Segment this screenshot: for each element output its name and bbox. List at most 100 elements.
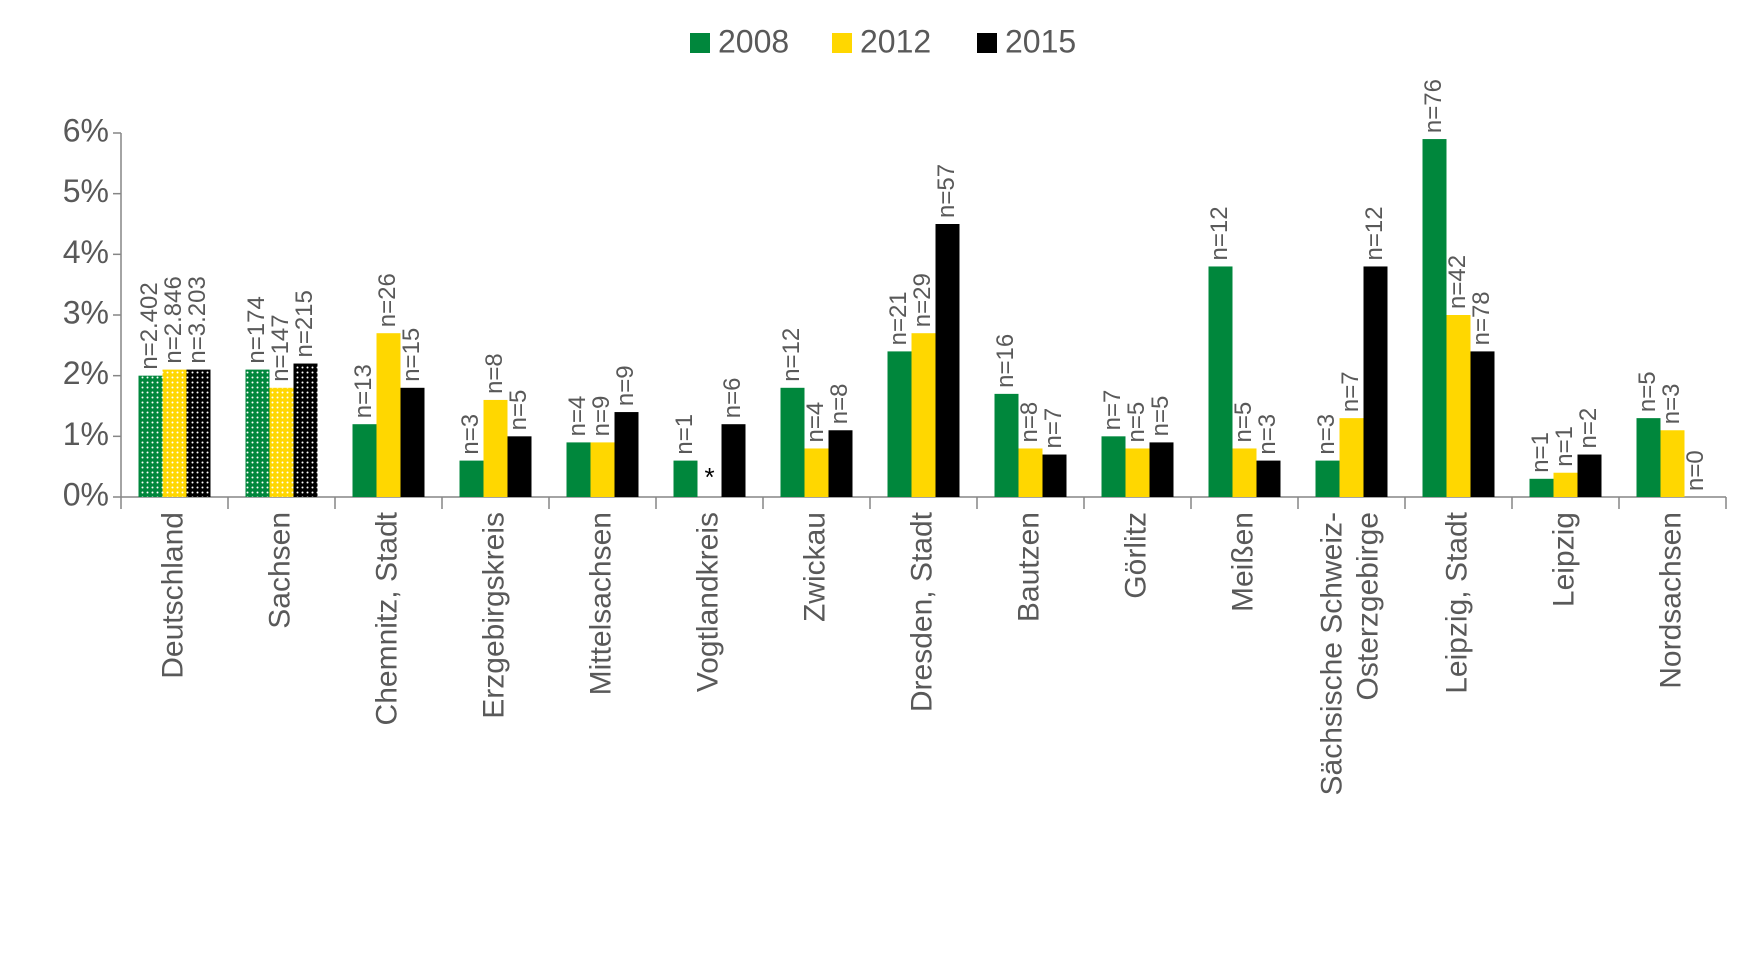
x-tick-label: Vogtlandkreis (691, 512, 724, 692)
bar-pattern (269, 387, 294, 497)
bar-pattern (186, 369, 211, 497)
x-tick-label: Sachsen (263, 512, 296, 629)
bar (1232, 448, 1257, 497)
n-label: n=0 (1682, 450, 1709, 491)
n-label: n=7 (1040, 408, 1067, 449)
x-tick-label: Bautzen (1012, 512, 1045, 622)
n-label: n=6 (719, 377, 746, 418)
y-tick-label: 1% (63, 416, 109, 452)
bar-pattern (162, 369, 187, 497)
bar (590, 442, 615, 497)
bar (1422, 139, 1447, 498)
n-label: n=76 (1420, 79, 1447, 133)
n-label: n=8 (1016, 402, 1043, 443)
bar (1577, 454, 1602, 497)
n-label: n=42 (1444, 255, 1471, 309)
x-tick-label: Zwickau (798, 512, 831, 622)
n-label: n=26 (374, 273, 401, 327)
n-label: n=7 (1099, 390, 1126, 431)
x-tick-label: Leipzig, Stadt (1440, 511, 1473, 693)
bar (1125, 448, 1150, 497)
n-label: n=5 (1230, 402, 1257, 443)
n-label: n=7 (1337, 371, 1364, 412)
n-label: n=5 (505, 390, 532, 431)
n-label: n=16 (992, 334, 1019, 388)
n-label: n=1 (671, 414, 698, 455)
bar (507, 436, 532, 497)
bar (673, 460, 698, 497)
bar (614, 412, 639, 497)
n-label: n=4 (564, 396, 591, 437)
bar (376, 333, 401, 497)
legend-label: 2008 (718, 23, 789, 59)
x-tick-label: Sächsische Schweiz- Osterzgebirge (1315, 512, 1384, 795)
bar (1042, 454, 1067, 497)
n-label: n=13 (350, 364, 377, 418)
bar (1470, 351, 1495, 497)
n-label: n=1 (1551, 426, 1578, 467)
bar (1553, 472, 1578, 497)
n-label: n=4 (802, 402, 829, 443)
bar (1339, 418, 1364, 497)
legend-label: 2012 (860, 23, 931, 59)
n-label: n=147 (267, 314, 294, 381)
n-label: n=12 (1206, 206, 1233, 260)
bar (1256, 460, 1281, 497)
bar (566, 442, 591, 497)
bar (780, 387, 805, 497)
y-tick-label: 6% (63, 112, 109, 148)
x-tick-label: Nordsachsen (1654, 512, 1687, 689)
bar (1018, 448, 1043, 497)
bar (400, 387, 425, 497)
n-label: n=15 (398, 328, 425, 382)
x-tick-label: Mittelsachsen (584, 512, 617, 695)
legend-label: 2015 (1005, 23, 1076, 59)
y-tick-label: 3% (63, 294, 109, 330)
n-label: n=1 (1527, 432, 1554, 473)
n-label: n=5 (1147, 396, 1174, 437)
legend-swatch (977, 33, 997, 53)
bar-pattern (245, 369, 270, 497)
n-label: n=57 (933, 164, 960, 218)
n-label: n=3.203 (184, 276, 211, 363)
bar (1208, 266, 1233, 497)
x-tick-label: Görlitz (1119, 512, 1152, 599)
n-label: n=9 (588, 396, 615, 437)
missing-marker: * (704, 462, 714, 492)
n-label: n=9 (612, 365, 639, 406)
n-label: n=2.402 (136, 282, 163, 369)
n-label: n=3 (457, 414, 484, 455)
bar (828, 430, 853, 497)
x-tick-label: Meißen (1226, 512, 1259, 612)
y-tick-label: 5% (63, 173, 109, 209)
bar (994, 393, 1019, 497)
n-label: n=8 (481, 353, 508, 394)
n-label: n=78 (1468, 291, 1495, 345)
bar (352, 424, 377, 497)
y-tick-label: 0% (63, 476, 109, 512)
legend-swatch (832, 33, 852, 53)
n-label: n=3 (1254, 414, 1281, 455)
n-label: n=215 (291, 290, 318, 357)
n-label: n=12 (778, 328, 805, 382)
bar-pattern (138, 375, 163, 497)
n-label: n=3 (1658, 384, 1685, 425)
x-tick-label: Erzgebirgskreis (477, 512, 510, 719)
n-label: n=2.846 (160, 276, 187, 363)
n-label: n=5 (1634, 371, 1661, 412)
bar (483, 399, 508, 497)
n-label: n=174 (243, 296, 270, 363)
bar (1446, 315, 1471, 497)
x-tick-label: Chemnitz, Stadt (370, 511, 403, 725)
bar (804, 448, 829, 497)
bar (1660, 430, 1685, 497)
y-tick-label: 4% (63, 234, 109, 270)
y-tick-label: 2% (63, 355, 109, 391)
x-tick-label: Leipzig (1547, 512, 1580, 607)
n-label: n=21 (885, 291, 912, 345)
n-label: n=5 (1123, 402, 1150, 443)
bar-pattern (293, 363, 318, 497)
bar (721, 424, 746, 497)
bar (1101, 436, 1126, 497)
